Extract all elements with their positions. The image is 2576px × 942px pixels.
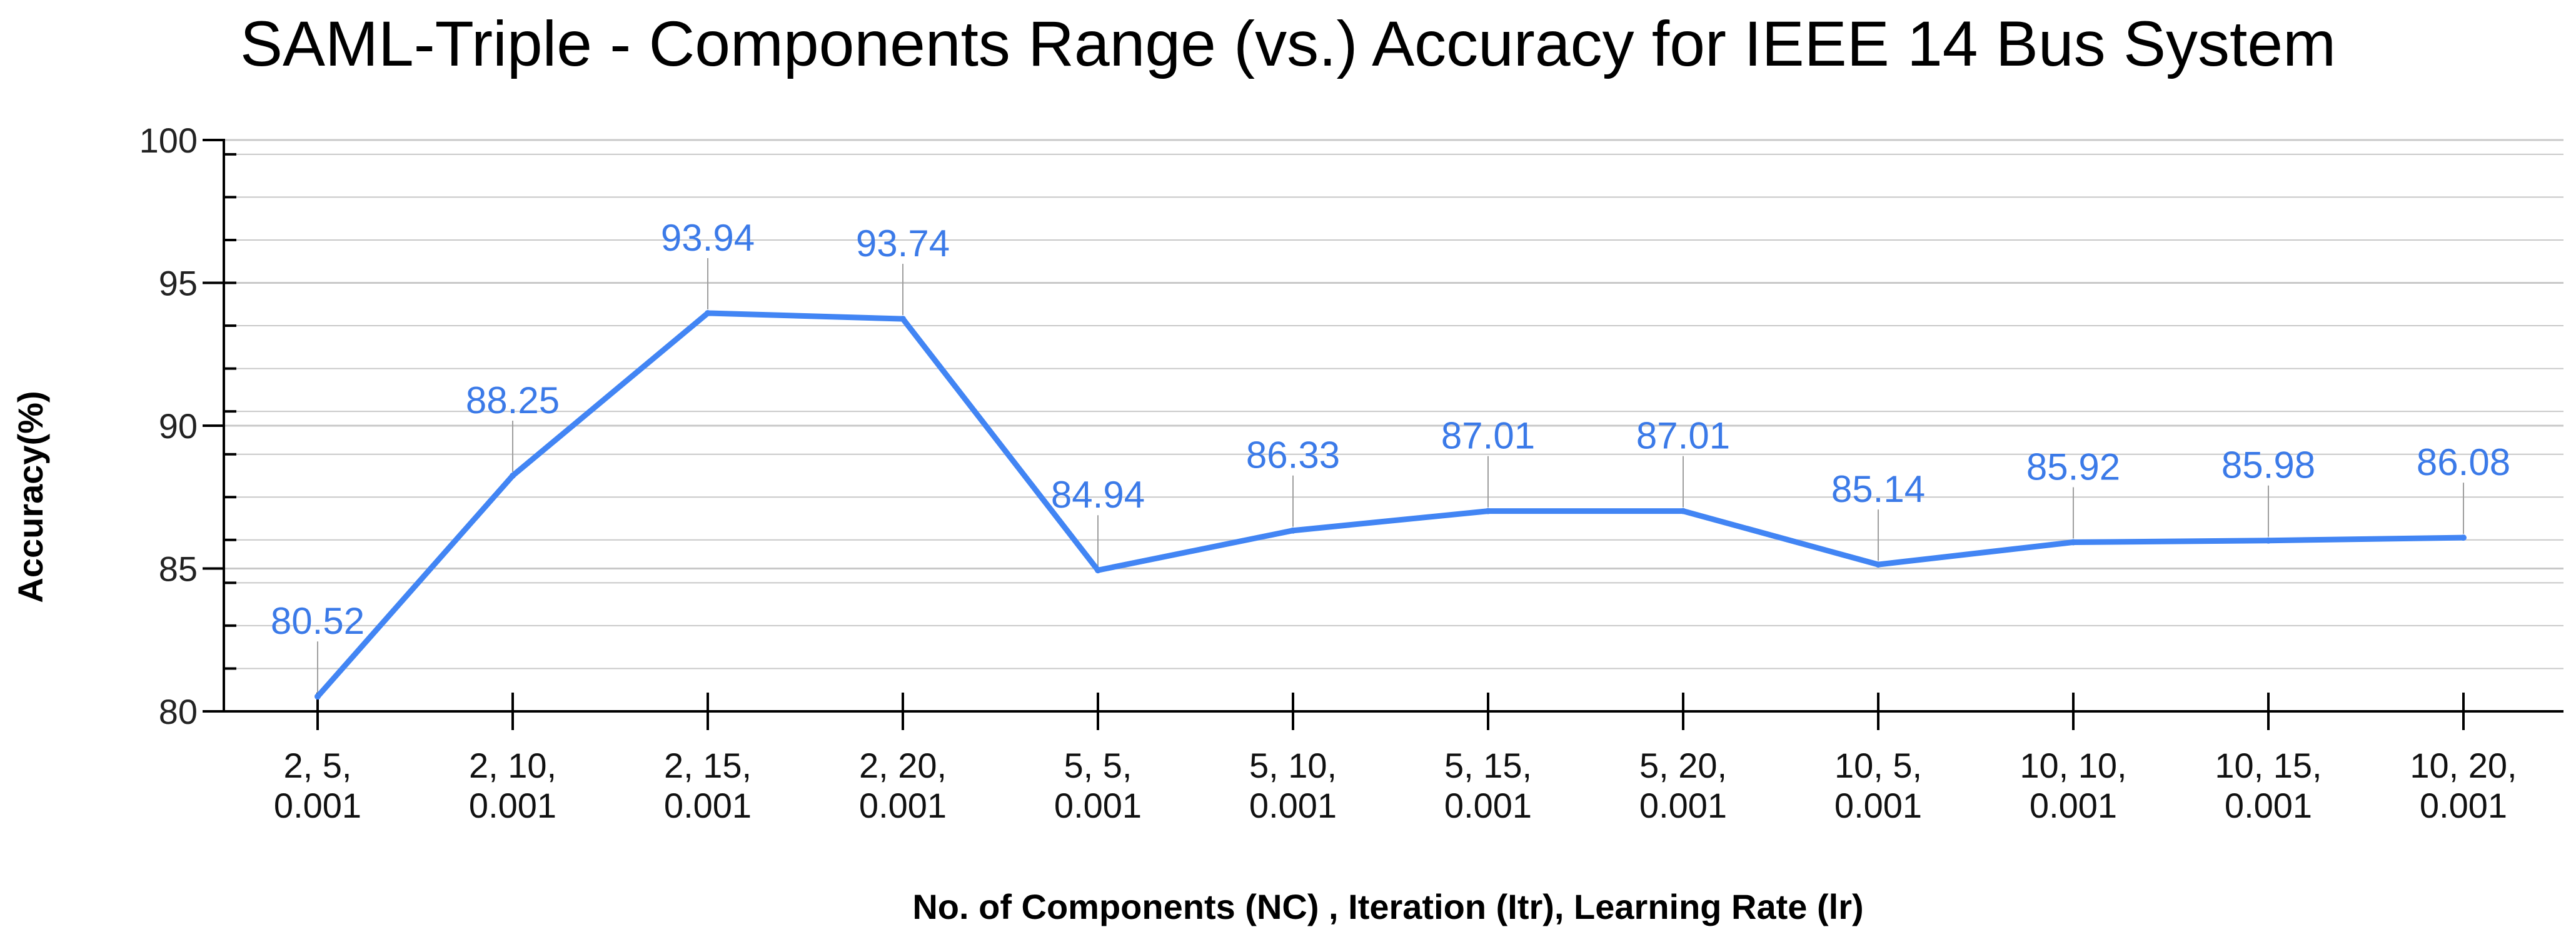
data-point xyxy=(314,693,321,700)
data-label: 80.52 xyxy=(271,600,365,642)
data-label-leaders xyxy=(317,258,2464,693)
data-point xyxy=(2460,534,2467,541)
x-axis-title: No. of Components (NC) , Iteration (Itr)… xyxy=(912,887,1863,926)
x-tick-label: 5, 5, 0.001 xyxy=(1054,746,1142,825)
data-point xyxy=(900,316,906,323)
data-label: 93.74 xyxy=(856,223,950,264)
data-label: 88.25 xyxy=(466,379,560,421)
data-point xyxy=(705,309,711,316)
series-line xyxy=(314,310,2467,699)
axes xyxy=(203,139,2563,730)
x-tick-label: 2, 10, 0.001 xyxy=(469,746,556,825)
data-label: 85.14 xyxy=(1831,468,1925,510)
y-tick-label: 90 xyxy=(159,406,198,446)
data-point xyxy=(1095,567,1101,574)
x-tick-label: 10, 5, 0.001 xyxy=(1834,746,1922,825)
chart-title: SAML-Triple - Components Range (vs.) Acc… xyxy=(240,8,2336,79)
tick-labels: 80 85 90 95 100 2, 5, 0.001 2, 10, 0.001 2, 15, 0.… xyxy=(139,121,2517,825)
data-point xyxy=(510,472,516,479)
data-label: 85.98 xyxy=(2221,444,2315,486)
data-label: 86.33 xyxy=(1246,434,1340,476)
data-point xyxy=(1485,508,1491,514)
data-point xyxy=(2265,537,2272,544)
x-tick-label: 5, 15, 0.001 xyxy=(1444,746,1532,825)
data-label: 87.01 xyxy=(1441,415,1535,457)
x-tick-label: 2, 5, 0.001 xyxy=(274,746,361,825)
x-tick-label: 10, 10, 0.001 xyxy=(2020,746,2126,825)
y-axis-title: Accuracy(%) xyxy=(11,391,50,603)
data-label: 86.08 xyxy=(2417,441,2510,483)
y-tick-label: 95 xyxy=(159,264,198,303)
data-label: 85.92 xyxy=(2026,446,2120,488)
data-point xyxy=(2070,539,2076,546)
data-point xyxy=(1875,561,1881,568)
y-tick-label: 100 xyxy=(139,121,198,160)
data-point xyxy=(1290,527,1296,534)
x-tick-label: 2, 15, 0.001 xyxy=(664,746,752,825)
x-tick-label: 5, 10, 0.001 xyxy=(1249,746,1337,825)
data-label: 84.94 xyxy=(1051,474,1145,516)
x-tick-label: 10, 15, 0.001 xyxy=(2215,746,2322,825)
gridlines xyxy=(224,139,2563,713)
data-point xyxy=(1680,508,1686,514)
data-labels: 80.52 88.25 93.94 93.74 84.94 86.33 87.01 87.01… xyxy=(271,217,2510,642)
x-tick-label: 5, 20, 0.001 xyxy=(1639,746,1727,825)
data-label: 93.94 xyxy=(661,217,755,259)
x-tick-label: 10, 20, 0.001 xyxy=(2410,746,2517,825)
y-tick-label: 85 xyxy=(159,549,198,589)
x-tick-label: 2, 20, 0.001 xyxy=(859,746,947,825)
y-tick-label: 80 xyxy=(159,692,198,731)
series-layer xyxy=(314,309,2467,700)
data-label: 87.01 xyxy=(1636,415,1730,457)
